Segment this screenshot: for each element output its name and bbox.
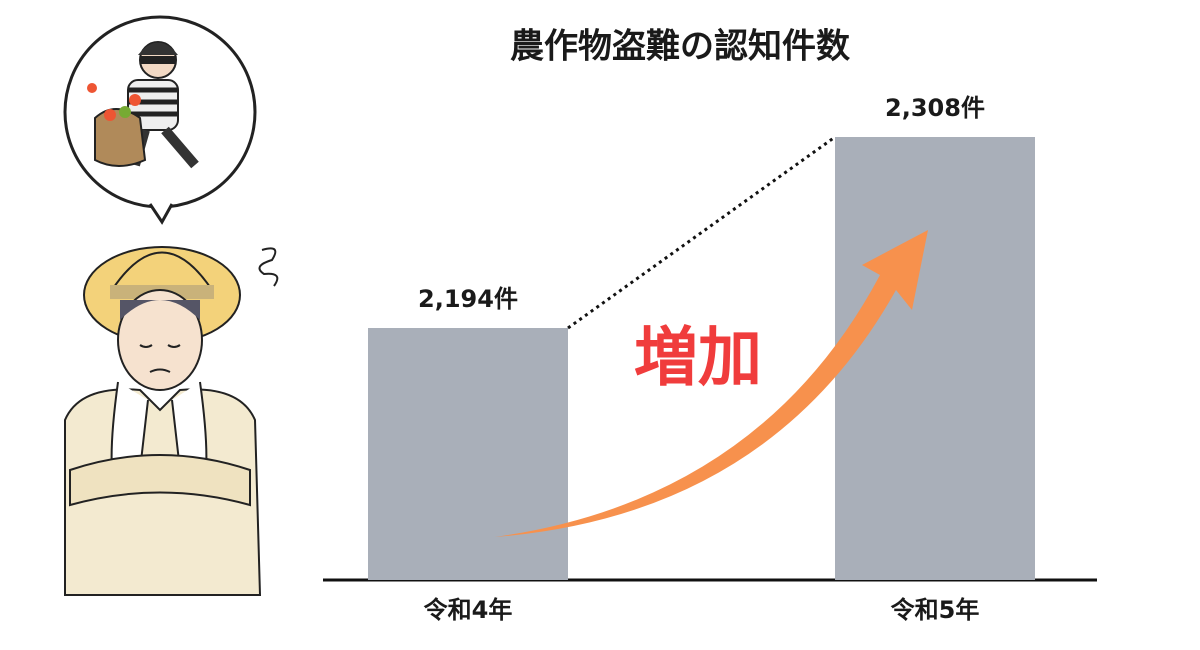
x-tick-label: 令和4年 xyxy=(424,596,513,624)
value-label: 2,308件 xyxy=(885,94,985,122)
increase-arrow xyxy=(495,230,928,537)
value-label: 2,194件 xyxy=(418,285,518,313)
bar xyxy=(368,328,568,580)
bar xyxy=(835,137,1035,580)
annotation: 増加 xyxy=(634,322,762,396)
illustration xyxy=(63,15,279,596)
x-tick-label: 令和5年 xyxy=(891,596,980,624)
chart-title: 農作物盗難の認知件数 xyxy=(510,27,850,67)
connector xyxy=(567,135,836,330)
